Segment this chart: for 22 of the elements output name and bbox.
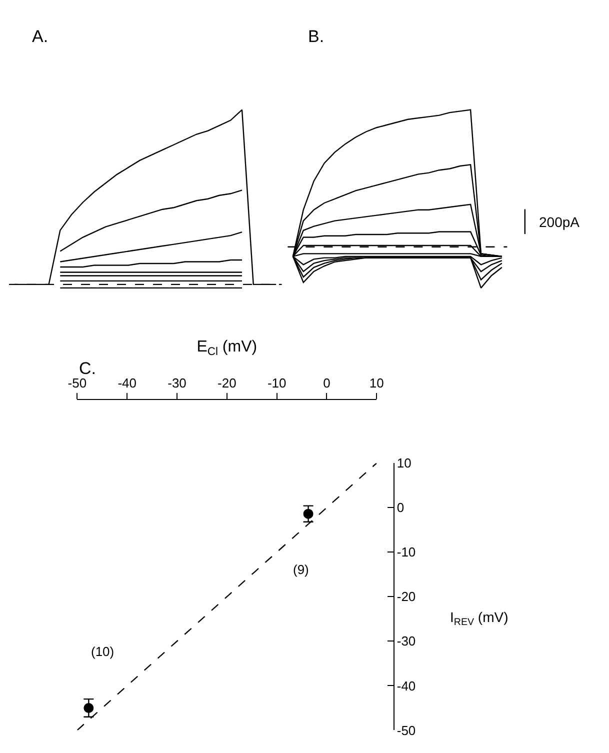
x-tick-label: -10 xyxy=(267,376,286,391)
x-tick-label: 10 xyxy=(369,376,384,391)
y-tick-label: -50 xyxy=(396,722,416,738)
y-axis-title: I$_{REV}$ (mV) xyxy=(450,609,508,628)
chart-title: A. xyxy=(32,27,48,46)
x-axis-title: E$_{Cl}$ (mV) xyxy=(196,338,258,358)
text: 200pA xyxy=(539,214,580,230)
y-tick-label: -30 xyxy=(396,634,416,649)
annotation: (9) xyxy=(293,562,309,577)
y-tick-label: 0 xyxy=(396,500,404,516)
x-tick-label: 0 xyxy=(323,376,330,391)
x-tick-label: -50 xyxy=(68,376,87,391)
chart-title: B. xyxy=(308,27,324,46)
x-tick-label: -20 xyxy=(218,376,236,391)
x-tick-label: -40 xyxy=(118,376,137,391)
y-tick-label: 10 xyxy=(396,456,412,471)
y-tick-label: -40 xyxy=(396,678,416,694)
chart-title: C. xyxy=(79,359,96,378)
x-tick-label: -30 xyxy=(168,376,186,391)
y-tick-label: -20 xyxy=(396,589,416,604)
y-tick-label: -10 xyxy=(396,544,416,560)
annotation: (10) xyxy=(91,644,114,659)
